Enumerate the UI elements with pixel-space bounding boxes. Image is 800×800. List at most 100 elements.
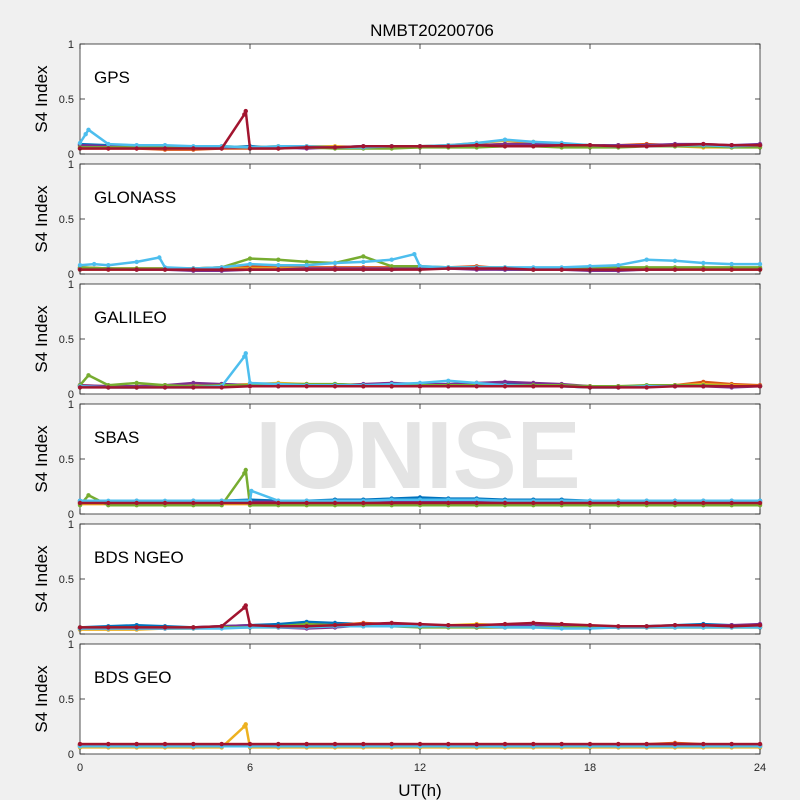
- series-trace: [221, 626, 251, 630]
- series-trace: [533, 140, 562, 145]
- series-7: [77, 741, 763, 747]
- y-axis-label: S4 Index: [32, 425, 51, 493]
- series-trace: [220, 113, 246, 150]
- y-axis-label: S4 Index: [32, 65, 51, 133]
- series-trace: [334, 622, 364, 627]
- series-trace: [79, 143, 109, 148]
- series-trace: [363, 621, 392, 626]
- x-tick-label: 18: [584, 762, 596, 774]
- series-trace: [391, 381, 421, 386]
- y-tick-label: 1: [68, 279, 74, 291]
- data-point: [757, 623, 763, 628]
- series-trace: [703, 142, 732, 147]
- series-trace: [504, 623, 534, 628]
- series-trace: [476, 138, 506, 145]
- panel-label: GALILEO: [94, 308, 167, 327]
- series-trace: [646, 258, 676, 263]
- series-trace: [220, 355, 246, 388]
- series-7: [77, 384, 763, 390]
- watermark: IONISE: [255, 402, 580, 509]
- series-trace: [249, 498, 279, 503]
- panel-bds-ngeo: 0 0.5 1 BDS NGEO S4 Index: [32, 519, 763, 641]
- x-tick-label: 24: [754, 762, 766, 774]
- panel-gps: 0 0.5 1 GPS S4 Index: [32, 39, 763, 161]
- series-trace: [363, 382, 392, 387]
- data-point: [757, 741, 763, 747]
- panel-bds-geo: 0 0.5 1 BDS GEO S4 Index 0 6 12 18 24: [32, 639, 766, 774]
- series-trace: [334, 145, 364, 149]
- series-trace: [703, 261, 732, 266]
- chart-title: NMBT20200706: [370, 21, 494, 40]
- series-trace: [504, 267, 534, 271]
- series-trace: [249, 381, 279, 386]
- series-trace: [79, 262, 95, 267]
- series-trace: [476, 622, 506, 627]
- series-trace: [618, 258, 647, 267]
- series-trace: [448, 379, 477, 385]
- panel-galileo: 0 0.5 1 GALILEO S4 Index: [32, 279, 763, 401]
- series-trace: [533, 143, 562, 148]
- y-axis-label: S4 Index: [32, 305, 51, 373]
- series-trace: [589, 266, 619, 270]
- series-trace: [476, 625, 506, 629]
- series-trace: [193, 381, 222, 386]
- y-tick-label: 0: [68, 629, 74, 641]
- series-trace: [221, 145, 251, 149]
- series-trace: [136, 256, 160, 264]
- series-trace: [221, 385, 251, 389]
- series-trace: [476, 143, 506, 148]
- series-trace: [504, 380, 534, 385]
- plot-area: [79, 43, 761, 155]
- series-trace: [249, 265, 279, 269]
- y-tick-label: 0: [68, 269, 74, 281]
- series-trace: [561, 622, 591, 627]
- y-tick-label: 1: [68, 519, 74, 531]
- series-trace: [589, 263, 619, 268]
- series-trace: [220, 606, 246, 628]
- series-trace: [249, 623, 279, 628]
- series-trace: [249, 145, 279, 149]
- series-trace: [87, 128, 110, 146]
- series-trace: [193, 625, 222, 629]
- panel-sbas: 0 0.5 1 SBAS S4 Index: [32, 399, 763, 521]
- series-trace: [391, 496, 421, 500]
- series-trace: [646, 143, 676, 148]
- series-trace: [504, 138, 534, 144]
- series-trace: [249, 257, 279, 261]
- series-trace: [674, 142, 704, 147]
- panel-label: BDS GEO: [94, 668, 171, 687]
- series-trace: [413, 253, 422, 267]
- y-axis-label: S4 Index: [32, 665, 51, 733]
- y-tick-label: 0.5: [59, 694, 74, 706]
- y-tick-label: 0.5: [59, 454, 74, 466]
- y-tick-label: 0.5: [59, 334, 74, 346]
- series-trace: [391, 621, 421, 626]
- series-trace: [108, 623, 137, 628]
- data-point: [757, 500, 763, 506]
- data-point: [757, 261, 763, 267]
- y-tick-label: 0.5: [59, 214, 74, 226]
- series-trace: [646, 623, 676, 628]
- y-tick-label: 0: [68, 389, 74, 401]
- series-trace: [703, 623, 732, 628]
- y-tick-label: 1: [68, 159, 74, 171]
- series-trace: [419, 265, 449, 269]
- series-trace: [533, 621, 562, 626]
- series-trace: [448, 141, 477, 147]
- y-tick-label: 0: [68, 149, 74, 161]
- series-trace: [363, 498, 392, 503]
- series-trace: [674, 259, 704, 265]
- series-trace: [193, 266, 222, 270]
- series-trace: [533, 381, 562, 386]
- series-trace: [646, 385, 676, 389]
- series-trace: [278, 620, 307, 626]
- series-trace: [363, 258, 392, 264]
- series-trace: [136, 381, 166, 387]
- series-trace: [136, 623, 166, 628]
- panel-label: SBAS: [94, 428, 139, 447]
- series-trace: [448, 143, 477, 148]
- series-trace: [476, 381, 506, 387]
- series-trace: [108, 381, 137, 387]
- x-tick-label: 6: [247, 762, 253, 774]
- x-tick-label: 0: [77, 762, 83, 774]
